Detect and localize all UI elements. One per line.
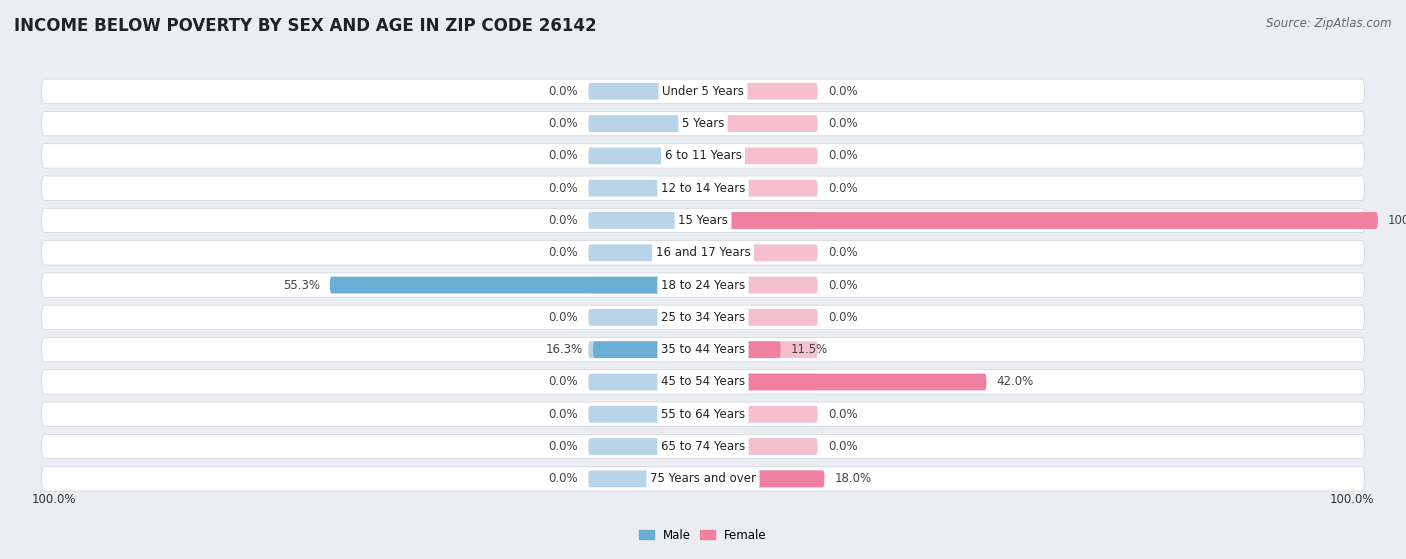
Text: 0.0%: 0.0%	[548, 182, 578, 195]
FancyBboxPatch shape	[593, 342, 703, 358]
Text: 5 Years: 5 Years	[682, 117, 724, 130]
Legend: Male, Female: Male, Female	[636, 525, 770, 545]
Text: 0.0%: 0.0%	[548, 472, 578, 485]
Text: 0.0%: 0.0%	[828, 149, 858, 163]
FancyBboxPatch shape	[703, 342, 780, 358]
FancyBboxPatch shape	[42, 240, 1364, 265]
FancyBboxPatch shape	[703, 148, 818, 164]
FancyBboxPatch shape	[588, 309, 703, 326]
Text: 0.0%: 0.0%	[828, 408, 858, 421]
FancyBboxPatch shape	[703, 244, 818, 261]
Text: 18 to 24 Years: 18 to 24 Years	[661, 278, 745, 292]
FancyBboxPatch shape	[588, 244, 703, 261]
FancyBboxPatch shape	[703, 212, 1378, 229]
Text: 0.0%: 0.0%	[548, 311, 578, 324]
Text: 0.0%: 0.0%	[548, 247, 578, 259]
FancyBboxPatch shape	[42, 144, 1364, 168]
Text: 35 to 44 Years: 35 to 44 Years	[661, 343, 745, 356]
Text: 15 Years: 15 Years	[678, 214, 728, 227]
Text: 0.0%: 0.0%	[828, 311, 858, 324]
FancyBboxPatch shape	[703, 277, 818, 293]
Text: 100.0%: 100.0%	[31, 494, 76, 506]
Text: 0.0%: 0.0%	[548, 408, 578, 421]
FancyBboxPatch shape	[703, 373, 818, 390]
FancyBboxPatch shape	[588, 148, 703, 164]
Text: 0.0%: 0.0%	[548, 376, 578, 389]
Text: 12 to 14 Years: 12 to 14 Years	[661, 182, 745, 195]
FancyBboxPatch shape	[588, 115, 703, 132]
Text: 55 to 64 Years: 55 to 64 Years	[661, 408, 745, 421]
FancyBboxPatch shape	[703, 406, 818, 423]
FancyBboxPatch shape	[588, 373, 703, 390]
Text: 6 to 11 Years: 6 to 11 Years	[665, 149, 741, 163]
Text: 0.0%: 0.0%	[828, 278, 858, 292]
FancyBboxPatch shape	[42, 273, 1364, 297]
FancyBboxPatch shape	[42, 402, 1364, 427]
Text: 0.0%: 0.0%	[548, 117, 578, 130]
FancyBboxPatch shape	[588, 180, 703, 197]
Text: 0.0%: 0.0%	[828, 247, 858, 259]
FancyBboxPatch shape	[42, 434, 1364, 459]
Text: INCOME BELOW POVERTY BY SEX AND AGE IN ZIP CODE 26142: INCOME BELOW POVERTY BY SEX AND AGE IN Z…	[14, 17, 596, 35]
FancyBboxPatch shape	[588, 406, 703, 423]
Text: 45 to 54 Years: 45 to 54 Years	[661, 376, 745, 389]
Text: 0.0%: 0.0%	[828, 85, 858, 98]
FancyBboxPatch shape	[42, 79, 1364, 103]
FancyBboxPatch shape	[42, 209, 1364, 233]
Text: 0.0%: 0.0%	[548, 149, 578, 163]
Text: 0.0%: 0.0%	[548, 214, 578, 227]
FancyBboxPatch shape	[42, 370, 1364, 394]
Text: 100.0%: 100.0%	[1388, 214, 1406, 227]
FancyBboxPatch shape	[703, 438, 818, 455]
FancyBboxPatch shape	[42, 176, 1364, 200]
Text: 75 Years and over: 75 Years and over	[650, 472, 756, 485]
FancyBboxPatch shape	[703, 342, 818, 358]
Text: 25 to 34 Years: 25 to 34 Years	[661, 311, 745, 324]
Text: 0.0%: 0.0%	[548, 85, 578, 98]
FancyBboxPatch shape	[703, 180, 818, 197]
Text: 0.0%: 0.0%	[828, 440, 858, 453]
Text: 65 to 74 Years: 65 to 74 Years	[661, 440, 745, 453]
FancyBboxPatch shape	[330, 277, 703, 293]
FancyBboxPatch shape	[703, 309, 818, 326]
Text: 0.0%: 0.0%	[828, 117, 858, 130]
FancyBboxPatch shape	[588, 471, 703, 487]
Text: 100.0%: 100.0%	[1330, 494, 1375, 506]
FancyBboxPatch shape	[703, 83, 818, 100]
FancyBboxPatch shape	[703, 471, 824, 487]
FancyBboxPatch shape	[42, 467, 1364, 491]
Text: 42.0%: 42.0%	[997, 376, 1033, 389]
FancyBboxPatch shape	[703, 212, 818, 229]
FancyBboxPatch shape	[588, 212, 703, 229]
Text: 11.5%: 11.5%	[790, 343, 828, 356]
FancyBboxPatch shape	[42, 338, 1364, 362]
Text: 55.3%: 55.3%	[283, 278, 319, 292]
FancyBboxPatch shape	[588, 277, 703, 293]
Text: 18.0%: 18.0%	[835, 472, 872, 485]
FancyBboxPatch shape	[588, 438, 703, 455]
FancyBboxPatch shape	[703, 115, 818, 132]
Text: 16.3%: 16.3%	[546, 343, 583, 356]
FancyBboxPatch shape	[703, 471, 818, 487]
FancyBboxPatch shape	[588, 342, 703, 358]
FancyBboxPatch shape	[42, 111, 1364, 136]
FancyBboxPatch shape	[703, 373, 987, 390]
Text: 0.0%: 0.0%	[828, 182, 858, 195]
Text: Source: ZipAtlas.com: Source: ZipAtlas.com	[1267, 17, 1392, 30]
Text: 16 and 17 Years: 16 and 17 Years	[655, 247, 751, 259]
Text: Under 5 Years: Under 5 Years	[662, 85, 744, 98]
FancyBboxPatch shape	[588, 83, 703, 100]
Text: 0.0%: 0.0%	[548, 440, 578, 453]
FancyBboxPatch shape	[42, 305, 1364, 330]
